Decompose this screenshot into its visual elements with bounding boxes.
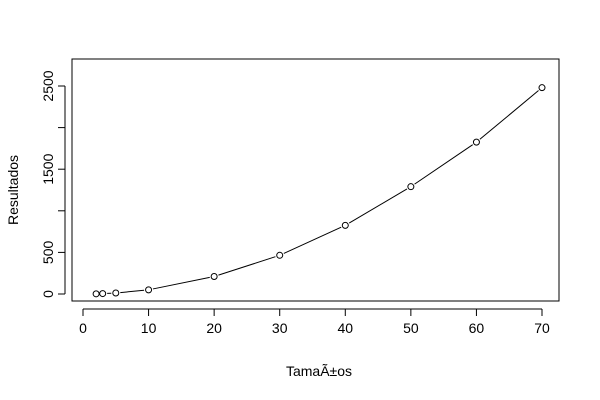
- x-tick-label: 40: [337, 320, 353, 336]
- y-tick-label: 1500: [40, 153, 56, 184]
- series-group: [92, 84, 546, 298]
- y-axis-label: Resultados: [5, 155, 21, 225]
- y-tick-label: 0: [40, 290, 56, 298]
- x-tick-label: 60: [469, 320, 485, 336]
- x-tick-label: 0: [79, 320, 87, 336]
- series-0: [92, 84, 546, 298]
- data-point: [210, 273, 218, 281]
- series-line-segment: [479, 90, 539, 140]
- x-tick-label: 10: [141, 320, 157, 336]
- series-line-segment: [283, 226, 342, 254]
- plot-frame: [71, 58, 560, 302]
- data-point: [407, 183, 415, 191]
- series-line-segment: [120, 289, 145, 294]
- y-tick-label: 2500: [40, 70, 56, 101]
- x-tick-label: 70: [534, 320, 550, 336]
- data-point: [145, 286, 153, 294]
- series-line-segment: [348, 188, 408, 224]
- series-line-segment: [218, 256, 276, 276]
- y-tick-label: 500: [40, 241, 56, 265]
- data-point: [276, 251, 284, 259]
- series-line-segment: [152, 276, 210, 290]
- data-point: [538, 84, 546, 92]
- x-axis-label: TamaÃ±os: [286, 363, 352, 379]
- x-axis: 0 10 20 30 40 50 60 70: [79, 308, 550, 336]
- x-tick-label: 30: [272, 320, 288, 336]
- x-tick-label: 50: [403, 320, 419, 336]
- series-line-segment: [414, 144, 473, 185]
- x-tick-label: 20: [206, 320, 222, 336]
- data-point: [99, 290, 107, 298]
- data-point: [341, 221, 349, 229]
- data-point: [112, 289, 120, 297]
- data-point: [472, 138, 480, 146]
- data-point: [92, 290, 100, 298]
- y-axis: 0 500 1500 2500: [40, 70, 66, 298]
